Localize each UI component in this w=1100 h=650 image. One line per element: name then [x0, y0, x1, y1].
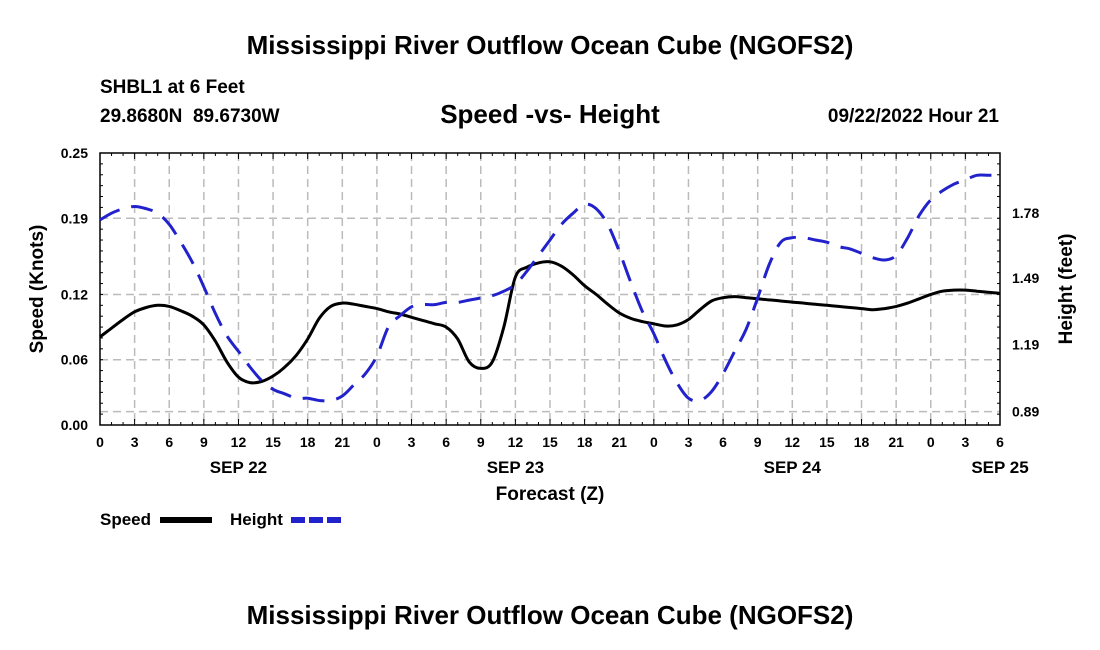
- legend-label-height: Height: [230, 510, 283, 529]
- chart-series: [99, 173, 1001, 403]
- y-left-tick-label: 0.19: [61, 210, 88, 226]
- x-tick-label: 12: [785, 434, 801, 450]
- y-left-tick-label: 0.12: [61, 286, 88, 302]
- x-tick-label: 3: [685, 434, 693, 450]
- x-date-label: SEP 25: [971, 458, 1028, 477]
- legend-label-speed: Speed: [100, 510, 151, 529]
- x-tick-label: 12: [508, 434, 524, 450]
- x-tick-label: 0: [927, 434, 935, 450]
- chart-labels: 0 3 6 9 12 15 18 21 0 3 6 9 12 15 18 21 0 3 6 9 12 15 18 21 0 3 6 S…: [27, 145, 1077, 505]
- y-right-axis-label: Height (feet): [1056, 234, 1077, 345]
- x-tick-label: 9: [477, 434, 485, 450]
- page-title-top: Mississippi River Outflow Ocean Cube (NG…: [246, 30, 854, 60]
- y-right-tick-label: 1.19: [1012, 337, 1039, 353]
- y-right-tick-label: 0.89: [1012, 404, 1039, 420]
- page-title-bottom: Mississippi River Outflow Ocean Cube (NG…: [246, 600, 854, 630]
- x-tick-label: 21: [335, 434, 351, 450]
- x-tick-label: 9: [200, 434, 208, 450]
- x-tick-label: 15: [819, 434, 835, 450]
- x-date-label: SEP 24: [764, 458, 822, 477]
- x-tick-label: 18: [577, 434, 593, 450]
- y-right-tick-label: 1.78: [1012, 205, 1039, 221]
- x-tick-label: 18: [854, 434, 870, 450]
- station-coords: 29.8680N 89.6730W: [100, 106, 280, 127]
- grid-lines: [100, 153, 1000, 425]
- x-tick-label: 6: [165, 434, 173, 450]
- x-tick-label: 21: [611, 434, 627, 450]
- x-tick-label: 9: [754, 434, 762, 450]
- x-axis-label: Forecast (Z): [496, 484, 605, 505]
- y-right-tick-label: 1.49: [1012, 270, 1039, 286]
- chart-title: Speed -vs- Height: [440, 99, 660, 129]
- x-date-label: SEP 23: [487, 458, 544, 477]
- x-date-label: SEP 22: [210, 458, 267, 477]
- chart-legend: Speed Height: [100, 510, 343, 529]
- x-tick-label: 12: [231, 434, 247, 450]
- y-left-tick-label: 0.06: [61, 352, 88, 368]
- x-tick-label: 6: [719, 434, 727, 450]
- y-left-tick-label: 0.00: [61, 417, 88, 433]
- x-tick-label: 6: [996, 434, 1004, 450]
- x-tick-label: 6: [442, 434, 450, 450]
- chart-axes: [99, 152, 1001, 426]
- y-left-tick-label: 0.25: [61, 145, 88, 161]
- x-tick-label: 21: [888, 434, 904, 450]
- series-line-speed: [99, 260, 1001, 385]
- timestamp: 09/22/2022 Hour 21: [827, 106, 999, 127]
- series-line-height: [99, 173, 1000, 403]
- y-left-axis-label: Speed (Knots): [27, 225, 48, 354]
- x-tick-label: 0: [373, 434, 381, 450]
- x-tick-label: 15: [265, 434, 281, 450]
- x-tick-label: 3: [131, 434, 139, 450]
- x-tick-label: 3: [961, 434, 969, 450]
- station-name: SHBL1 at 6 Feet: [100, 77, 245, 98]
- x-tick-label: 15: [542, 434, 558, 450]
- x-tick-label: 0: [650, 434, 658, 450]
- x-tick-label: 0: [96, 434, 104, 450]
- x-tick-label: 18: [300, 434, 316, 450]
- x-tick-label: 3: [408, 434, 416, 450]
